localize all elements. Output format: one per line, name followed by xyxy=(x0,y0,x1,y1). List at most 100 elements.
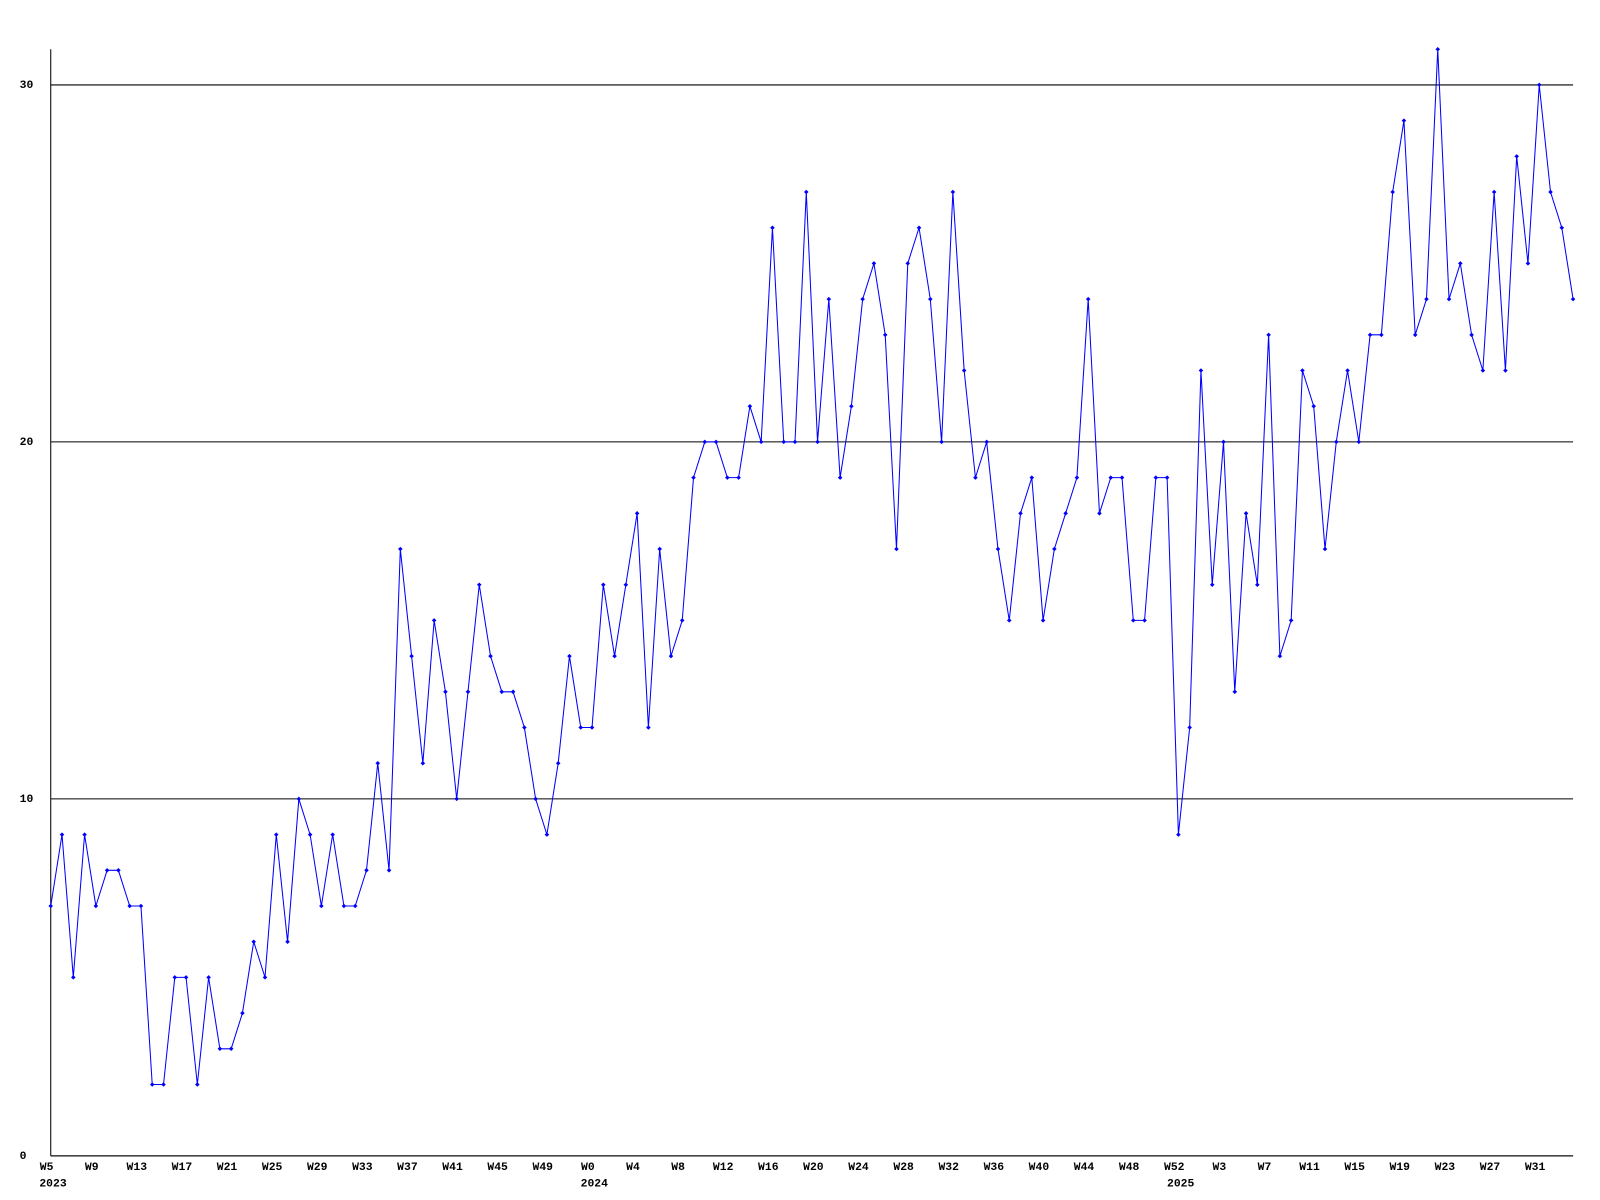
data-point xyxy=(431,618,437,623)
data-point xyxy=(995,546,1001,552)
data-point xyxy=(319,903,324,909)
data-point xyxy=(871,261,877,266)
data-point xyxy=(1006,618,1012,623)
data-point xyxy=(116,868,121,873)
data-point xyxy=(398,546,403,552)
x-tick-label: W31 xyxy=(1525,1162,1546,1174)
data-point xyxy=(240,1010,245,1016)
data-point xyxy=(1424,296,1429,302)
data-point xyxy=(961,368,967,373)
data-point xyxy=(837,475,843,480)
data-point xyxy=(1085,296,1091,302)
data-point xyxy=(1458,261,1463,266)
data-point xyxy=(1176,832,1181,837)
data-point xyxy=(916,225,922,230)
data-point xyxy=(1559,225,1565,230)
data-point xyxy=(1525,261,1531,266)
data-point xyxy=(364,868,369,873)
data-point xyxy=(984,439,989,445)
data-point xyxy=(668,653,674,659)
data-point xyxy=(409,653,414,659)
x-tick-label: W48 xyxy=(1119,1162,1140,1174)
data-point xyxy=(522,725,527,730)
data-point xyxy=(1277,653,1283,659)
data-point xyxy=(747,403,753,409)
data-point xyxy=(736,475,741,480)
x-tick-label: W24 xyxy=(848,1162,869,1174)
data-point xyxy=(296,796,302,802)
x-tick-label: W41 xyxy=(442,1162,463,1174)
x-tick-label: W4 xyxy=(626,1162,640,1174)
x-year-label: 2025 xyxy=(1167,1179,1195,1191)
data-point xyxy=(1469,332,1474,338)
x-tick-label: W33 xyxy=(352,1162,373,1174)
data-point xyxy=(589,725,595,730)
data-point xyxy=(1503,368,1508,373)
data-point xyxy=(555,760,561,766)
data-point xyxy=(510,689,516,695)
data-point xyxy=(93,903,99,909)
y-tick-label: 0 xyxy=(20,1151,27,1163)
data-point xyxy=(1074,475,1080,480)
x-tick-label: W52 xyxy=(1164,1162,1185,1174)
data-point xyxy=(59,832,65,837)
data-point xyxy=(1243,511,1249,516)
data-point xyxy=(1187,725,1192,730)
x-tick-label: W49 xyxy=(533,1162,554,1174)
data-point xyxy=(71,975,76,980)
data-point xyxy=(341,903,347,909)
data-point xyxy=(533,796,538,802)
data-point xyxy=(1266,332,1271,338)
data-point xyxy=(48,903,54,909)
data-point xyxy=(1570,296,1576,302)
data-point xyxy=(285,939,290,944)
data-point xyxy=(803,189,809,195)
data-point xyxy=(1108,475,1114,480)
data-point xyxy=(702,439,708,445)
data-point xyxy=(612,653,617,659)
y-tick-label: 20 xyxy=(20,437,34,449)
data-point xyxy=(1131,618,1136,623)
data-point xyxy=(330,832,335,837)
data-point xyxy=(826,296,832,302)
x-tick-label: W5 xyxy=(40,1162,54,1174)
data-point xyxy=(1255,582,1260,587)
y-tick-label: 30 xyxy=(20,80,34,92)
x-year-label: 2024 xyxy=(581,1179,609,1191)
data-point xyxy=(206,975,211,980)
x-tick-label: W0 xyxy=(581,1162,595,1174)
data-point xyxy=(1300,368,1305,373)
data-point xyxy=(679,618,685,623)
data-point xyxy=(1536,82,1542,88)
data-point xyxy=(1288,618,1294,623)
data-point xyxy=(420,760,426,766)
x-tick-label: W15 xyxy=(1344,1162,1365,1174)
data-point xyxy=(183,975,189,980)
data-point xyxy=(1052,546,1057,552)
data-point xyxy=(1209,582,1215,587)
data-point xyxy=(725,475,730,480)
data-point xyxy=(499,689,505,695)
x-tick-label: W11 xyxy=(1299,1162,1320,1174)
data-point xyxy=(781,439,786,445)
data-point xyxy=(623,582,629,587)
data-point xyxy=(882,332,888,338)
data-point xyxy=(1548,189,1553,195)
data-point xyxy=(1412,332,1418,338)
data-point xyxy=(1221,439,1226,445)
x-tick-label: W9 xyxy=(85,1162,99,1174)
data-point xyxy=(1142,618,1147,623)
data-point xyxy=(657,546,662,552)
x-tick-label: W40 xyxy=(1029,1162,1050,1174)
x-tick-label: W36 xyxy=(984,1162,1005,1174)
data-point xyxy=(1491,189,1497,195)
data-point xyxy=(1356,439,1362,445)
x-tick-label: W12 xyxy=(713,1162,734,1174)
data-point xyxy=(928,296,933,302)
data-point xyxy=(149,1082,155,1087)
data-point xyxy=(1435,46,1441,52)
data-point xyxy=(251,939,256,944)
x-tick-label: W21 xyxy=(217,1162,238,1174)
